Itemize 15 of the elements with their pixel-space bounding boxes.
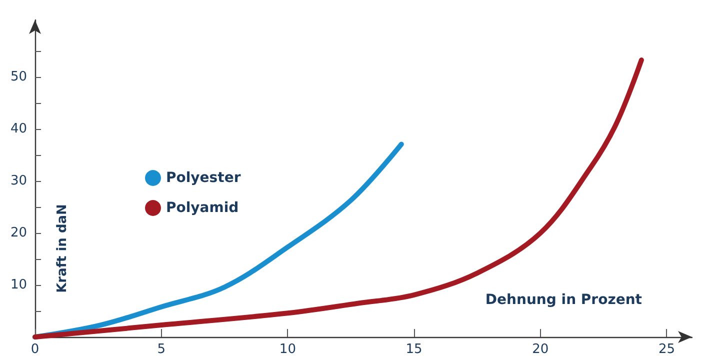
x-axis-title: Dehnung in Prozent: [485, 292, 642, 308]
x-tick-label: 10: [279, 342, 296, 356]
x-tick-label: 20: [532, 342, 549, 356]
x-tick-label: 15: [406, 342, 422, 356]
x-tick-label: 25: [658, 342, 676, 356]
legend-label: Polyamid: [166, 200, 239, 216]
x-tick-label: 5: [157, 342, 166, 356]
y-axis-title: Kraft in daN: [55, 204, 70, 293]
legend-label: Polyester: [166, 170, 241, 186]
y-tick-label: 30: [10, 174, 27, 189]
y-tick-label: 20: [10, 226, 27, 241]
x-tick-label: 0: [30, 342, 40, 356]
y-tick-label: 40: [10, 122, 27, 137]
y-tick-label: 10: [10, 278, 27, 293]
y-tick-label: 50: [10, 70, 27, 85]
